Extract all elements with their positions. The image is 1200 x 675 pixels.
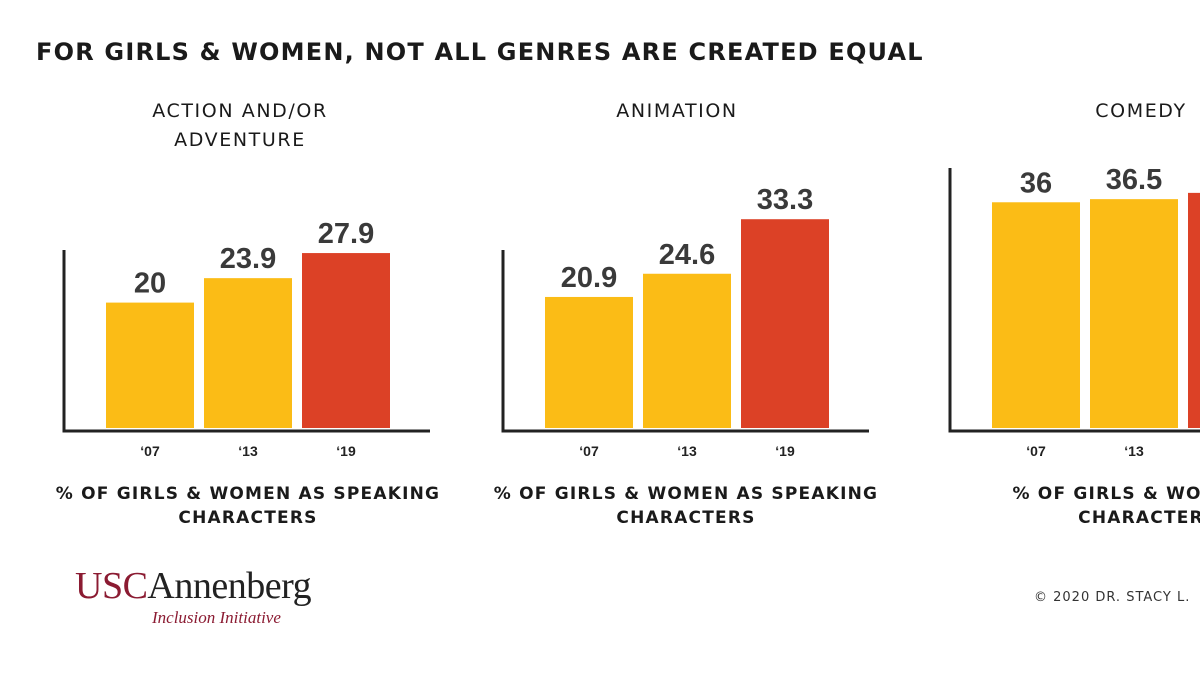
logo-wordmark: USCAnnenberg <box>75 565 312 607</box>
bar <box>302 253 390 428</box>
bar <box>204 278 292 428</box>
chart-title-line: COMEDY <box>1095 100 1186 122</box>
data-label: 20 <box>134 268 166 300</box>
data-label: 33.3 <box>757 184 813 216</box>
charts-canvas: ACTION AND/OR ADVENTURE 20 ‘07 23.9 ‘13 27.9 ‘1… <box>56 100 1200 528</box>
usc-annenberg-logo: USCAnnenberg Inclusion Initiative <box>75 565 312 628</box>
data-label: 27.9 <box>318 218 374 250</box>
x-tick-label: ‘13 <box>677 443 697 459</box>
chart-panel-2: ANIMATION 20.9 ‘07 24.6 ‘13 33.3 ‘19 % OF GIRLS… <box>494 100 878 528</box>
x-tick-label: ‘19 <box>775 443 795 459</box>
chart-title-line: ADVENTURE <box>174 129 306 151</box>
data-label: 23.9 <box>220 243 276 275</box>
data-label: 20.9 <box>561 262 617 294</box>
chart-title-line: ANIMATION <box>616 100 738 122</box>
copyright-notice: © 2020 DR. STACY L. <box>1034 590 1191 605</box>
bar <box>545 296 633 428</box>
axis-caption-line: CHARACTERS <box>178 508 317 528</box>
x-tick-label: ‘13 <box>1124 443 1144 459</box>
bar <box>643 273 731 428</box>
logo-subtitle: Inclusion Initiative <box>152 608 281 627</box>
logo-usc: USC <box>75 565 148 607</box>
bar <box>1090 199 1178 428</box>
axis-caption-line: % OF GIRLS & WOMEN A <box>1012 484 1200 504</box>
axis-caption-line: % OF GIRLS & WOMEN AS SPEAKING <box>56 484 440 504</box>
bar <box>992 202 1080 428</box>
x-tick-label: ‘19 <box>336 443 356 459</box>
axis-caption-line: CHARACTER <box>1078 508 1200 528</box>
x-tick-label: ‘13 <box>238 443 258 459</box>
data-label: 36.5 <box>1106 164 1162 196</box>
axis-caption-line: CHARACTERS <box>616 508 755 528</box>
x-tick-label: ‘07 <box>140 443 160 459</box>
x-tick-label: ‘07 <box>1026 443 1046 459</box>
bar <box>1188 192 1200 428</box>
axis-caption-line: % OF GIRLS & WOMEN AS SPEAKING <box>494 484 878 504</box>
data-label: 24.6 <box>659 239 715 271</box>
chart-panel-1: ACTION AND/OR ADVENTURE 20 ‘07 23.9 ‘13 27.9 ‘1… <box>56 100 440 528</box>
data-label: 36 <box>1020 167 1052 199</box>
bar <box>106 302 194 428</box>
bar <box>741 219 829 428</box>
chart-panel-3: COMEDY 36 ‘07 36.5 ‘13 % OF GIRLS & WOMEN A CH… <box>948 100 1200 528</box>
x-tick-label: ‘07 <box>579 443 599 459</box>
chart-title-line: ACTION AND/OR <box>152 100 328 122</box>
main-title: FOR GIRLS & WOMEN, NOT ALL GENRES ARE CR… <box>36 38 924 66</box>
logo-annenberg: Annenberg <box>147 565 312 607</box>
